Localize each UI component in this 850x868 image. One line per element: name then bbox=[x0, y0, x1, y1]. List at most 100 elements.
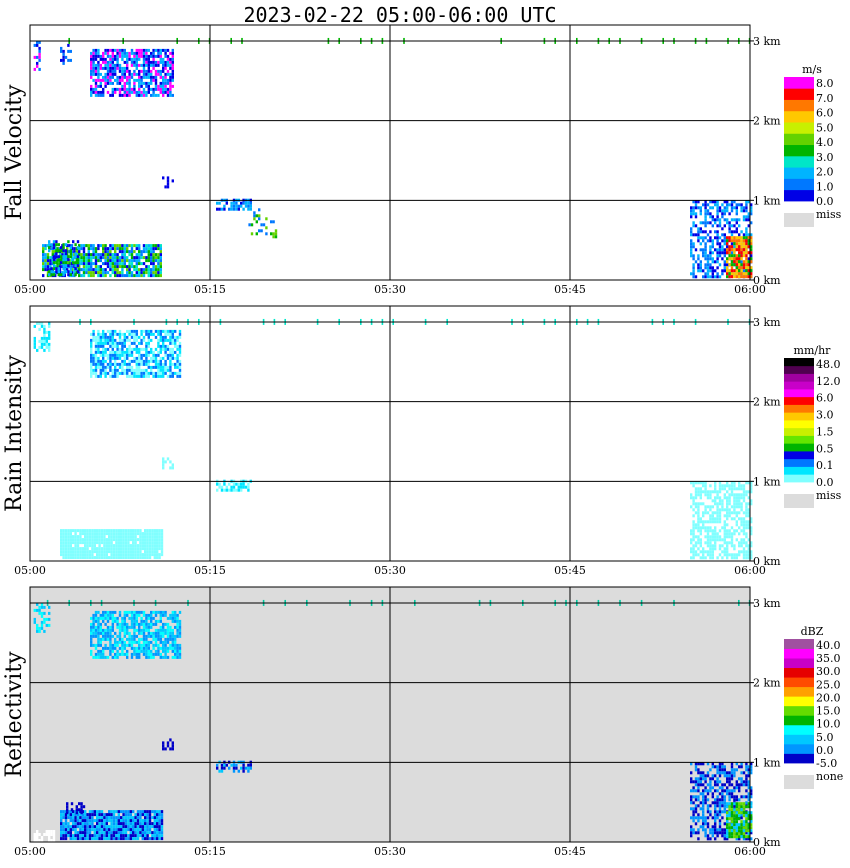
echo-region-2 bbox=[60, 529, 164, 560]
echo-cell bbox=[121, 353, 124, 357]
echo-cell bbox=[76, 541, 80, 545]
echo-cell bbox=[735, 511, 738, 515]
echo-cell bbox=[136, 825, 140, 829]
echo-cell bbox=[118, 54, 122, 58]
echo-cell bbox=[120, 538, 123, 542]
echo-cell bbox=[72, 538, 75, 542]
echo-cell bbox=[109, 247, 112, 251]
echo-cell bbox=[735, 221, 738, 225]
echo-cell bbox=[43, 629, 46, 633]
echo-cell bbox=[711, 792, 714, 796]
echo-cell bbox=[145, 81, 148, 85]
echo-cell bbox=[151, 822, 154, 826]
colorbar-swatch bbox=[784, 458, 814, 467]
echo-cell bbox=[166, 365, 170, 369]
echo-cell bbox=[718, 514, 722, 518]
echo-cell bbox=[90, 271, 93, 275]
echo-cell bbox=[745, 789, 748, 793]
echo-cell bbox=[726, 556, 729, 560]
echo-cell bbox=[97, 66, 100, 70]
echo-cell bbox=[162, 93, 165, 97]
echo-cell bbox=[750, 520, 753, 524]
echo-cell bbox=[750, 771, 753, 775]
echo-cell bbox=[79, 556, 82, 560]
echo-cell bbox=[738, 218, 741, 222]
echo-cell bbox=[106, 631, 110, 635]
echo-cell bbox=[138, 371, 141, 375]
echo-cell bbox=[94, 63, 98, 67]
echo-cell bbox=[151, 816, 154, 820]
echo-cell bbox=[91, 532, 94, 536]
echo-cell bbox=[157, 353, 160, 357]
echo-cell bbox=[721, 538, 724, 542]
echo-cell bbox=[118, 78, 122, 82]
echo-cell bbox=[145, 359, 148, 363]
echo-cell bbox=[126, 268, 129, 272]
echo-cell bbox=[127, 538, 130, 542]
echo-cell bbox=[92, 262, 95, 266]
echo-cell bbox=[232, 766, 236, 770]
echo-cell bbox=[144, 550, 147, 554]
echo-cell bbox=[67, 553, 70, 557]
echo-cell bbox=[146, 556, 149, 560]
echo-cell bbox=[127, 541, 130, 545]
echo-cell bbox=[111, 347, 114, 351]
echo-cell bbox=[152, 256, 155, 260]
echo-region-7 bbox=[162, 738, 174, 751]
echo-cell bbox=[142, 646, 146, 650]
echo-cell bbox=[735, 257, 738, 261]
echo-cell bbox=[247, 766, 250, 770]
echo-cell bbox=[69, 541, 72, 545]
echo-cell bbox=[114, 362, 117, 366]
echo-cell bbox=[145, 371, 148, 375]
echo-cell bbox=[723, 765, 726, 769]
echo-cell bbox=[216, 207, 219, 211]
echo-cell bbox=[75, 811, 78, 815]
echo-cell bbox=[704, 822, 707, 826]
echo-cell bbox=[747, 266, 750, 270]
echo-cell bbox=[151, 837, 154, 841]
echo-cell bbox=[114, 271, 117, 275]
echo-cell bbox=[697, 786, 700, 790]
echo-cell bbox=[139, 550, 142, 554]
echo-cell bbox=[109, 634, 112, 638]
echo-cell bbox=[150, 271, 153, 275]
echo-cell bbox=[49, 259, 52, 263]
echo-cell bbox=[38, 608, 41, 612]
echo-cell bbox=[697, 523, 700, 527]
echo-cell bbox=[90, 368, 93, 372]
echo-cell bbox=[169, 356, 172, 360]
colorbar-swatch bbox=[784, 743, 814, 754]
echo-cell bbox=[726, 535, 729, 539]
echo-cell bbox=[157, 338, 160, 342]
echo-cell bbox=[740, 826, 743, 830]
echo-cell bbox=[46, 253, 50, 257]
echo-cell bbox=[48, 605, 51, 609]
echo-cell bbox=[126, 365, 129, 369]
echo-cell bbox=[150, 256, 153, 260]
echo-cell bbox=[43, 611, 46, 615]
echo-cell bbox=[733, 823, 736, 827]
echo-cell bbox=[135, 268, 138, 272]
echo-cell bbox=[69, 550, 72, 554]
echo-cell bbox=[114, 265, 117, 269]
echo-cell bbox=[726, 499, 729, 503]
echo-cell bbox=[714, 218, 717, 222]
echo-cell bbox=[174, 341, 177, 345]
echo-cell bbox=[692, 499, 695, 503]
echo-cell bbox=[93, 544, 96, 548]
echo-cell bbox=[62, 243, 65, 247]
echo-cell bbox=[100, 837, 104, 841]
echo-cell bbox=[97, 332, 100, 336]
echo-cell bbox=[704, 209, 707, 213]
echo-cell bbox=[136, 828, 140, 832]
echo-cell bbox=[711, 831, 714, 835]
echo-cell bbox=[111, 646, 114, 650]
echo-cell bbox=[728, 832, 731, 836]
echo-cell bbox=[90, 625, 93, 629]
echo-cell bbox=[733, 774, 736, 778]
echo-cell bbox=[139, 541, 142, 545]
echo-cell bbox=[92, 72, 95, 76]
echo-cell bbox=[740, 816, 743, 820]
echo-cell bbox=[730, 832, 734, 836]
